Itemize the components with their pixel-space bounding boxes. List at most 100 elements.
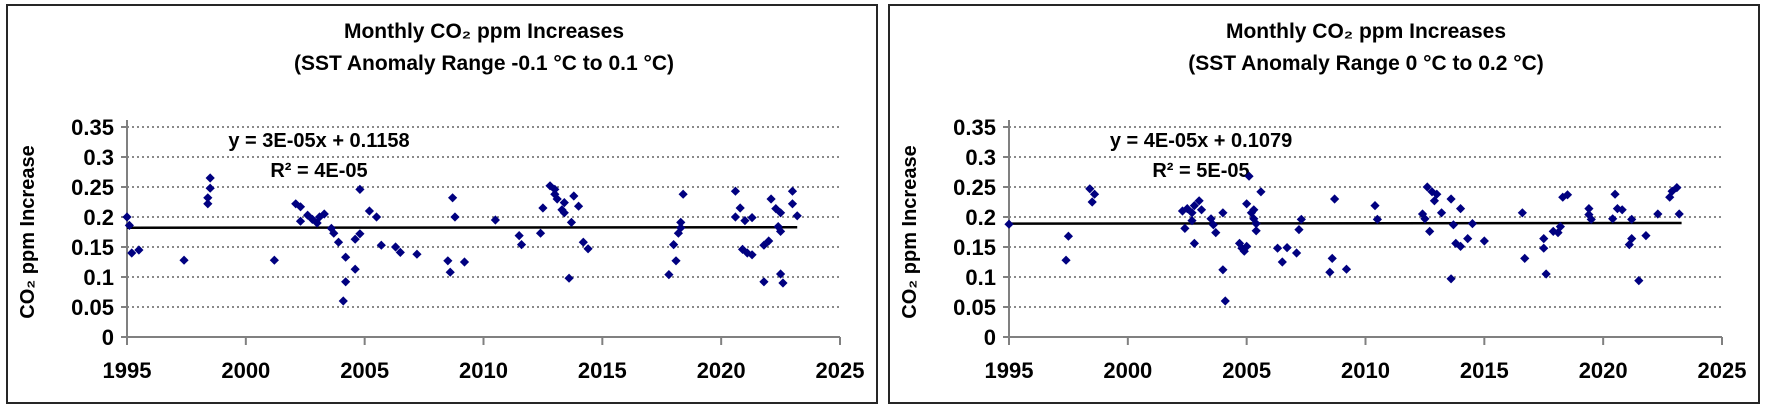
x-tick-label: 1995 [103,358,152,383]
data-point-diamond [778,278,788,288]
data-point-diamond [1277,257,1287,267]
trendline-equation: y = 3E-05x + 0.1158 R² = 4E-05 [228,130,409,182]
chart-panel-right: Monthly CO₂ ppm Increases (SST Anomaly R… [888,4,1760,404]
data-point-diamond [1218,208,1228,218]
trend-line [1008,221,1682,225]
data-point-diamond [1432,189,1442,199]
data-point-diamond [1448,220,1459,230]
data-point-diamond [1242,241,1252,251]
data-point-diamond [326,223,336,233]
y-tick-label: 0.35 [953,115,996,140]
data-point-diamond [1446,194,1456,204]
data-point-diamond [443,256,453,266]
data-point-diamond [1211,228,1221,238]
data-point-diamond [564,273,574,283]
data-point-diamond [203,199,213,209]
x-tick-label: 2015 [1460,358,1509,383]
data-point-diamond [1608,214,1618,224]
tick-labels: 0 0.05 0.1 0.15 0.2 0.25 0.3 0.35 1995 2000 2005 20… [953,115,1746,383]
data-point-diamond [1249,214,1259,224]
data-point-diamond [1372,214,1382,224]
data-point-diamond [1539,234,1549,244]
data-point-diamond [1089,189,1100,199]
data-point-diamond [1189,238,1199,248]
data-point-diamond [1294,225,1304,235]
scatter-plot-right: 0 0.05 0.1 0.15 0.2 0.25 0.3 0.35 1995 2000 2005 20… [899,115,1746,383]
data-point-diamond [269,255,279,265]
y-axis-title: CO₂ ppm Increase [899,145,921,318]
data-point-diamond [1672,183,1682,193]
data-point-diamond [329,228,339,238]
svg-text:y = 3E-05x + 0.1158: y = 3E-05x + 0.1158 [228,130,409,152]
data-point-diamond [395,247,405,257]
data-point-diamond [1218,265,1228,275]
data-point-diamond [1246,208,1257,218]
data-point-diamond [747,213,757,223]
x-tick-label: 2000 [221,358,270,383]
data-point-diamond [1610,189,1620,199]
data-point-diamond [1189,201,1199,211]
axes [121,120,841,345]
data-point-diamond [1436,208,1447,218]
data-point-diamond [735,203,745,213]
gridlines [127,126,840,308]
data-point-diamond [127,248,137,258]
scatter-plot-left: 0 0.05 0.1 0.15 0.2 0.25 0.3 0.35 1995 2000 2005 20… [17,115,864,383]
data-point-diamond [1187,208,1197,218]
data-point-diamond [676,217,686,227]
data-point-diamond [124,220,134,230]
y-tick-label: 0.15 [71,235,114,260]
data-point-diamond [514,231,524,241]
y-tick-label: 0.2 [965,205,996,230]
data-point-diamond [412,249,422,259]
data-point-diamond [1063,231,1074,241]
data-point-diamond [535,228,546,238]
data-point-diamond [559,208,569,218]
data-point-diamond [578,237,588,247]
trend-line [126,225,798,230]
data-point-diamond [1627,234,1637,244]
svg-text:y = 4E-05x + 0.1079: y = 4E-05x + 0.1079 [1110,130,1292,152]
data-point-diamond [1256,187,1266,197]
data-point-diamond [338,296,348,306]
data-point-diamond [775,226,786,236]
data-point-diamond [1180,223,1190,233]
data-point-diamond [1634,276,1644,286]
data-point-diamond [1177,206,1188,216]
data-point-diamond [355,229,365,239]
y-tick-label: 0.2 [83,205,114,230]
data-point-diamond [179,255,189,265]
data-point-diamond [205,183,215,193]
data-point-diamond [203,193,213,203]
data-point-diamond [1455,204,1466,214]
y-tick-label: 0.3 [83,145,114,170]
data-point-diamond [1242,199,1252,209]
svg-text:R² = 4E-05: R² = 4E-05 [270,160,367,182]
data-point-diamond [1206,214,1216,224]
data-point-diamond [559,198,569,208]
data-point-diamond [1087,197,1097,207]
data-point-diamond [312,218,322,228]
y-tick-label: 0.05 [71,295,114,320]
data-point-diamond [1251,226,1261,236]
data-point-diamond [792,211,802,221]
data-points [1004,171,1684,306]
data-point-diamond [1061,255,1071,265]
data-point-diamond [678,189,688,199]
data-point-diamond [787,199,798,209]
x-tick-label: 2020 [697,358,746,383]
data-point-diamond [1187,216,1197,226]
data-point-diamond [1196,205,1207,215]
data-point-diamond [557,205,567,215]
data-point-diamond [766,194,776,204]
data-point-diamond [1463,234,1473,244]
y-tick-label: 0.15 [953,235,996,260]
data-point-diamond [134,245,144,255]
data-point-diamond [550,189,560,199]
data-point-diamond [350,264,360,274]
data-point-diamond [764,236,774,246]
data-point-diamond [573,201,584,211]
data-point-diamond [1541,269,1551,279]
tick-labels: 0 0.05 0.1 0.15 0.2 0.25 0.3 0.35 1995 2000 2005 20… [71,115,864,383]
